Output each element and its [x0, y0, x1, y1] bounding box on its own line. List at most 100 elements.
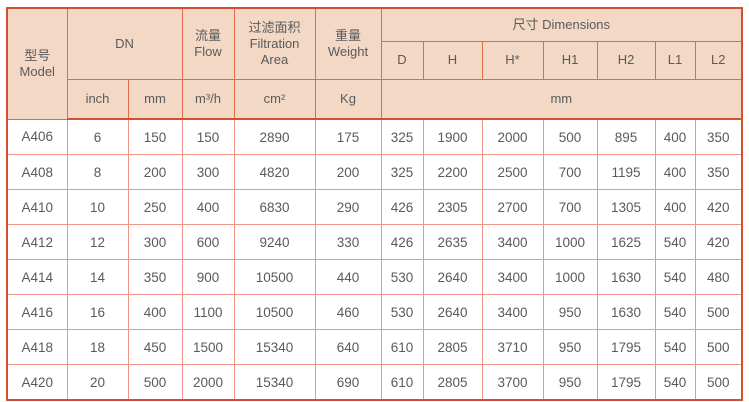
value-cell: 690: [314, 364, 382, 401]
value-cell: 540: [654, 224, 696, 260]
value-cell: 300: [181, 154, 235, 190]
value-cell: 500: [694, 364, 743, 401]
table-row: A412 12 300 600 9240 330 426 2635 3400 1000 1625 54…: [6, 224, 743, 260]
header-row-1: 型号 Model DN 流量 Flow 过滤面积 Filtration Area…: [6, 7, 743, 120]
header-row-2: D H H* H1 H2 L1 L2: [7, 41, 743, 80]
value-cell: 175: [314, 118, 382, 155]
value-cell: 400: [654, 189, 696, 225]
value-cell: 1000: [542, 224, 598, 260]
value-cell: 10500: [233, 294, 316, 330]
value-cell: 330: [314, 224, 382, 260]
header-unit-flow: m³/h: [181, 79, 235, 120]
table-row: A420 20 500 2000 15340 690 610 2805 3700 950 1795 5…: [6, 364, 743, 401]
value-cell: 150: [181, 118, 235, 155]
value-cell: 1625: [596, 224, 656, 260]
value-cell: 1795: [596, 364, 656, 401]
value-cell: 450: [127, 329, 183, 365]
value-cell: 2000: [181, 364, 235, 401]
header-dim-d: D: [380, 41, 424, 80]
value-cell: 540: [654, 329, 696, 365]
value-cell: 1900: [422, 118, 483, 155]
header-unit-inch: inch: [66, 79, 129, 120]
model-cell: A408: [6, 154, 68, 190]
table-row: A414 14 350 900 10500 440 530 2640 3400 1000 1630 5…: [6, 259, 743, 295]
model-cell: A414: [6, 259, 68, 295]
value-cell: 530: [380, 259, 424, 295]
value-cell: 14: [66, 259, 129, 295]
value-cell: 10500: [233, 259, 316, 295]
value-cell: 2000: [481, 118, 544, 155]
value-cell: 18: [66, 329, 129, 365]
value-cell: 16: [66, 294, 129, 330]
value-cell: 6: [66, 118, 129, 155]
value-cell: 400: [654, 154, 696, 190]
value-cell: 1500: [181, 329, 235, 365]
header-unit-weight: Kg: [314, 79, 382, 120]
value-cell: 200: [127, 154, 183, 190]
value-cell: 950: [542, 329, 598, 365]
header-row-3: inch mm m³/h cm² Kg mm: [7, 79, 743, 120]
value-cell: 350: [694, 118, 743, 155]
model-cell: A420: [6, 364, 68, 401]
value-cell: 1305: [596, 189, 656, 225]
model-cell: A416: [6, 294, 68, 330]
header-dim-l2: L2: [694, 41, 743, 80]
value-cell: 500: [694, 294, 743, 330]
value-cell: 420: [694, 189, 743, 225]
header-flow: 流量 Flow: [181, 7, 235, 80]
value-cell: 1630: [596, 294, 656, 330]
value-cell: 1630: [596, 259, 656, 295]
header-unit-filtration: cm²: [233, 79, 316, 120]
value-cell: 200: [314, 154, 382, 190]
value-cell: 700: [542, 189, 598, 225]
value-cell: 440: [314, 259, 382, 295]
value-cell: 426: [380, 189, 424, 225]
value-cell: 325: [380, 154, 424, 190]
header-unit-dimensions: mm: [380, 79, 743, 120]
value-cell: 950: [542, 364, 598, 401]
value-cell: 3710: [481, 329, 544, 365]
value-cell: 950: [542, 294, 598, 330]
value-cell: 15340: [233, 364, 316, 401]
value-cell: 700: [542, 154, 598, 190]
value-cell: 900: [181, 259, 235, 295]
value-cell: 460: [314, 294, 382, 330]
value-cell: 500: [127, 364, 183, 401]
header-dim-hstar: H*: [481, 41, 544, 80]
spec-table: 型号 Model DN 流量 Flow 过滤面积 Filtration Area…: [6, 7, 744, 401]
value-cell: 600: [181, 224, 235, 260]
value-cell: 2805: [422, 329, 483, 365]
model-cell: A406: [6, 118, 68, 155]
value-cell: 426: [380, 224, 424, 260]
value-cell: 480: [694, 259, 743, 295]
header-filtration-area: 过滤面积 Filtration Area: [233, 7, 316, 80]
header-dim-h: H: [422, 41, 483, 80]
value-cell: 20: [66, 364, 129, 401]
value-cell: 610: [380, 329, 424, 365]
table-row: A418 18 450 1500 15340 640 610 2805 3710 950 1795 5…: [6, 329, 743, 365]
value-cell: 12: [66, 224, 129, 260]
table-row: A416 16 400 1100 10500 460 530 2640 3400 950 1630 5…: [6, 294, 743, 330]
value-cell: 540: [654, 294, 696, 330]
header-unit-mm: mm: [127, 79, 183, 120]
value-cell: 400: [127, 294, 183, 330]
value-cell: 1000: [542, 259, 598, 295]
value-cell: 400: [654, 118, 696, 155]
value-cell: 3400: [481, 294, 544, 330]
header-dim-l1: L1: [654, 41, 696, 80]
value-cell: 400: [181, 189, 235, 225]
value-cell: 15340: [233, 329, 316, 365]
value-cell: 8: [66, 154, 129, 190]
value-cell: 1195: [596, 154, 656, 190]
value-cell: 150: [127, 118, 183, 155]
value-cell: 530: [380, 294, 424, 330]
table-body: A406 6 150 150 2890 175 325 1900 2000 500 895 400 35…: [6, 118, 743, 401]
value-cell: 350: [127, 259, 183, 295]
value-cell: 895: [596, 118, 656, 155]
value-cell: 300: [127, 224, 183, 260]
value-cell: 2635: [422, 224, 483, 260]
table-row: A406 6 150 150 2890 175 325 1900 2000 500 895 400 35…: [6, 118, 743, 155]
value-cell: 2805: [422, 364, 483, 401]
value-cell: 2305: [422, 189, 483, 225]
